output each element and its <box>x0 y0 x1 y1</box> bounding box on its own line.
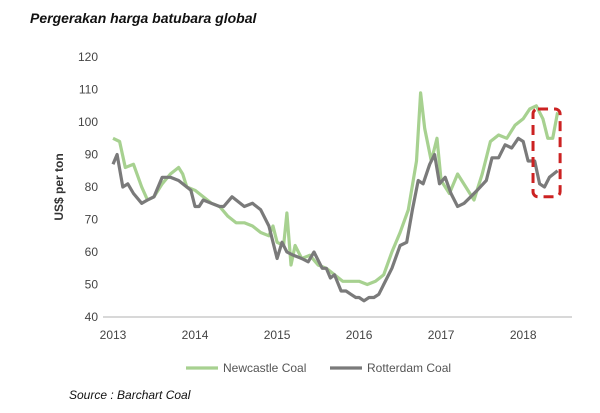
y-tick-label: 90 <box>85 148 99 162</box>
y-tick-label: 70 <box>85 213 99 227</box>
y-tick-label: 50 <box>85 278 99 292</box>
highlight-box <box>531 107 562 199</box>
y-tick-label: 80 <box>85 180 99 194</box>
y-tick-label: 110 <box>79 83 98 97</box>
series-line-newcastle <box>112 91 560 287</box>
y-tick-label: 120 <box>78 50 98 64</box>
legend: Newcastle Coal Rotterdam Coal <box>186 361 451 375</box>
x-tick-labels: 2013 2014 2015 2016 2017 2018 <box>100 328 537 342</box>
series-group <box>111 91 560 303</box>
x-tick-label: 2018 <box>510 328 537 342</box>
legend-label: Newcastle Coal <box>223 361 306 375</box>
x-tick-label: 2013 <box>100 328 127 342</box>
source-note: Source : Barchart Coal <box>69 388 191 402</box>
chart-title: Pergerakan harga batubara global <box>30 10 257 26</box>
legend-label: Rotterdam Coal <box>367 361 451 375</box>
y-axis-label: US$ per ton <box>52 153 66 220</box>
x-tick-label: 2015 <box>264 328 291 342</box>
x-tick-label: 2014 <box>182 328 209 342</box>
y-tick-label: 100 <box>78 115 98 129</box>
x-tick-label: 2016 <box>346 328 373 342</box>
y-tick-label: 40 <box>85 310 99 324</box>
series-line-rotterdam <box>111 136 559 303</box>
y-tick-label: 60 <box>85 245 99 259</box>
x-tick-label: 2017 <box>428 328 455 342</box>
y-tick-labels: 40 50 60 70 80 90 100 110 120 <box>78 50 98 324</box>
